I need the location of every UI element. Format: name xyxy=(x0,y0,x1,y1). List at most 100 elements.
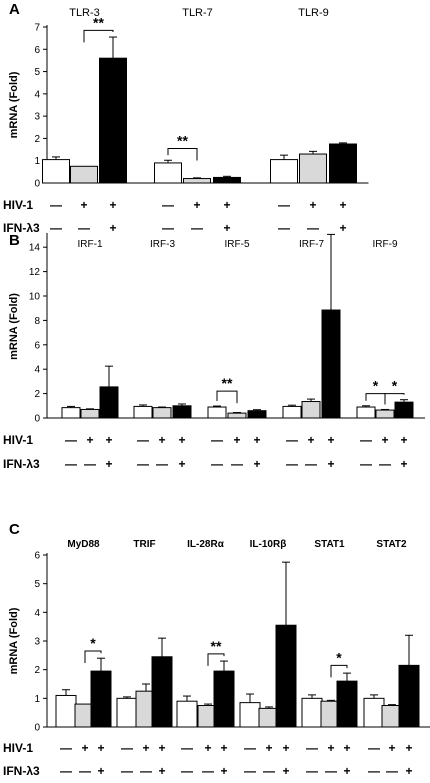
y-tick-label: 1 xyxy=(34,694,40,705)
significance-label: ** xyxy=(211,638,222,654)
condition-mark: + xyxy=(400,457,407,471)
condition-mark: — xyxy=(306,764,318,778)
condition-mark: + xyxy=(327,457,334,471)
condition-mark: + xyxy=(158,741,165,755)
condition-mark: — xyxy=(379,457,391,471)
y-tick-label: 2 xyxy=(34,389,40,400)
significance-bracket xyxy=(207,653,225,666)
condition-mark: — xyxy=(156,457,168,471)
bar xyxy=(99,57,127,184)
condition-mark: + xyxy=(81,741,88,755)
condition-mark: — xyxy=(211,457,223,471)
bar xyxy=(301,697,323,728)
condition-mark: — xyxy=(121,741,133,755)
bar xyxy=(61,407,81,419)
bar xyxy=(282,405,302,419)
bar xyxy=(321,309,341,419)
condition-mark: — xyxy=(137,457,149,471)
bar xyxy=(172,405,192,419)
condition-label: IFN-λ3 xyxy=(3,764,40,778)
condition-mark: — xyxy=(50,221,62,235)
condition-mark: + xyxy=(327,741,334,755)
condition-mark: + xyxy=(142,741,149,755)
y-tick-label: 2 xyxy=(34,134,40,145)
condition-mark: + xyxy=(109,221,116,235)
condition-mark: + xyxy=(265,741,272,755)
condition-mark: — xyxy=(368,741,380,755)
condition-mark: — xyxy=(140,764,152,778)
bar xyxy=(363,697,385,728)
group-il-10r-: IL-10Rβ — + + — — + xyxy=(239,539,297,778)
y-tick-label: 4 xyxy=(34,365,40,376)
condition-mark: — xyxy=(278,221,290,235)
group-irf-7: IRF-7 — + + — — + xyxy=(282,233,341,471)
condition-mark: + xyxy=(204,741,211,755)
condition-mark: — xyxy=(325,764,337,778)
group-stat1: STAT1 — + + — — + xyxy=(301,539,358,778)
bar xyxy=(151,656,173,728)
significance-label: ** xyxy=(222,375,233,391)
condition-mark: — xyxy=(263,764,275,778)
condition-mark: — xyxy=(78,221,90,235)
condition-mark: — xyxy=(191,221,203,235)
bar xyxy=(213,176,241,184)
condition-mark: — xyxy=(202,764,214,778)
condition-mark: + xyxy=(223,198,230,212)
bar xyxy=(299,153,327,184)
condition-mark: — xyxy=(305,457,317,471)
condition-mark: + xyxy=(97,764,104,778)
y-tick-label: 5 xyxy=(34,67,40,78)
condition-mark: + xyxy=(282,764,289,778)
group-label: IRF-7 xyxy=(299,239,324,250)
significance-label: * xyxy=(336,649,342,665)
y-tick-label: 1 xyxy=(34,156,40,167)
y-tick-label: 8 xyxy=(34,316,40,327)
condition-mark: + xyxy=(178,457,185,471)
bar xyxy=(133,405,153,419)
significance-bracket xyxy=(384,393,405,405)
significance-label: ** xyxy=(177,132,188,148)
y-tick-label: 12 xyxy=(29,267,41,278)
condition-mark: + xyxy=(343,764,350,778)
condition-mark: — xyxy=(50,198,62,212)
bar xyxy=(183,178,211,184)
condition-mark: + xyxy=(253,433,260,447)
group-label: TLR-9 xyxy=(298,7,329,19)
y-tick-label: 3 xyxy=(34,637,40,648)
condition-mark: + xyxy=(220,764,227,778)
condition-mark: + xyxy=(339,221,346,235)
condition-mark: + xyxy=(109,198,116,212)
group-irf-1: IRF-1 — + + — — + xyxy=(61,239,119,471)
group-tlr-7: TLR-7 — + + — — + xyxy=(154,7,241,235)
significance-label: ** xyxy=(93,14,104,30)
condition-mark: — xyxy=(231,457,243,471)
bar xyxy=(239,702,261,728)
group-label: STAT2 xyxy=(376,539,407,550)
condition-mark: — xyxy=(286,433,298,447)
panel-letter: B xyxy=(9,232,20,249)
bar xyxy=(152,407,172,419)
condition-mark: + xyxy=(309,198,316,212)
bar xyxy=(154,162,182,184)
bar xyxy=(398,664,420,728)
panel-B: B 0 2 4 6 8 10 12 14 mRNA (Fold) IRF-1 — + + — — + IRF-3 —… xyxy=(3,232,425,471)
y-tick-label: 14 xyxy=(29,243,41,254)
condition-mark: + xyxy=(223,221,230,235)
condition-mark: + xyxy=(158,433,165,447)
bar xyxy=(80,408,100,419)
y-tick-label: 0 xyxy=(34,179,40,190)
bar xyxy=(394,401,414,419)
y-tick-label: 4 xyxy=(34,89,40,100)
condition-mark: + xyxy=(388,741,395,755)
group-label: IRF-1 xyxy=(78,239,103,250)
significance-bracket xyxy=(216,390,238,404)
significance-label: * xyxy=(373,378,379,394)
group-label: MyD88 xyxy=(67,539,100,550)
group-irf-9: IRF-9 — + + — — + xyxy=(356,239,414,471)
bar xyxy=(55,694,77,728)
group-label: TLR-7 xyxy=(182,7,213,19)
condition-mark: — xyxy=(65,457,77,471)
condition-mark: — xyxy=(181,741,193,755)
condition-mark: + xyxy=(220,741,227,755)
condition-mark: — xyxy=(360,457,372,471)
